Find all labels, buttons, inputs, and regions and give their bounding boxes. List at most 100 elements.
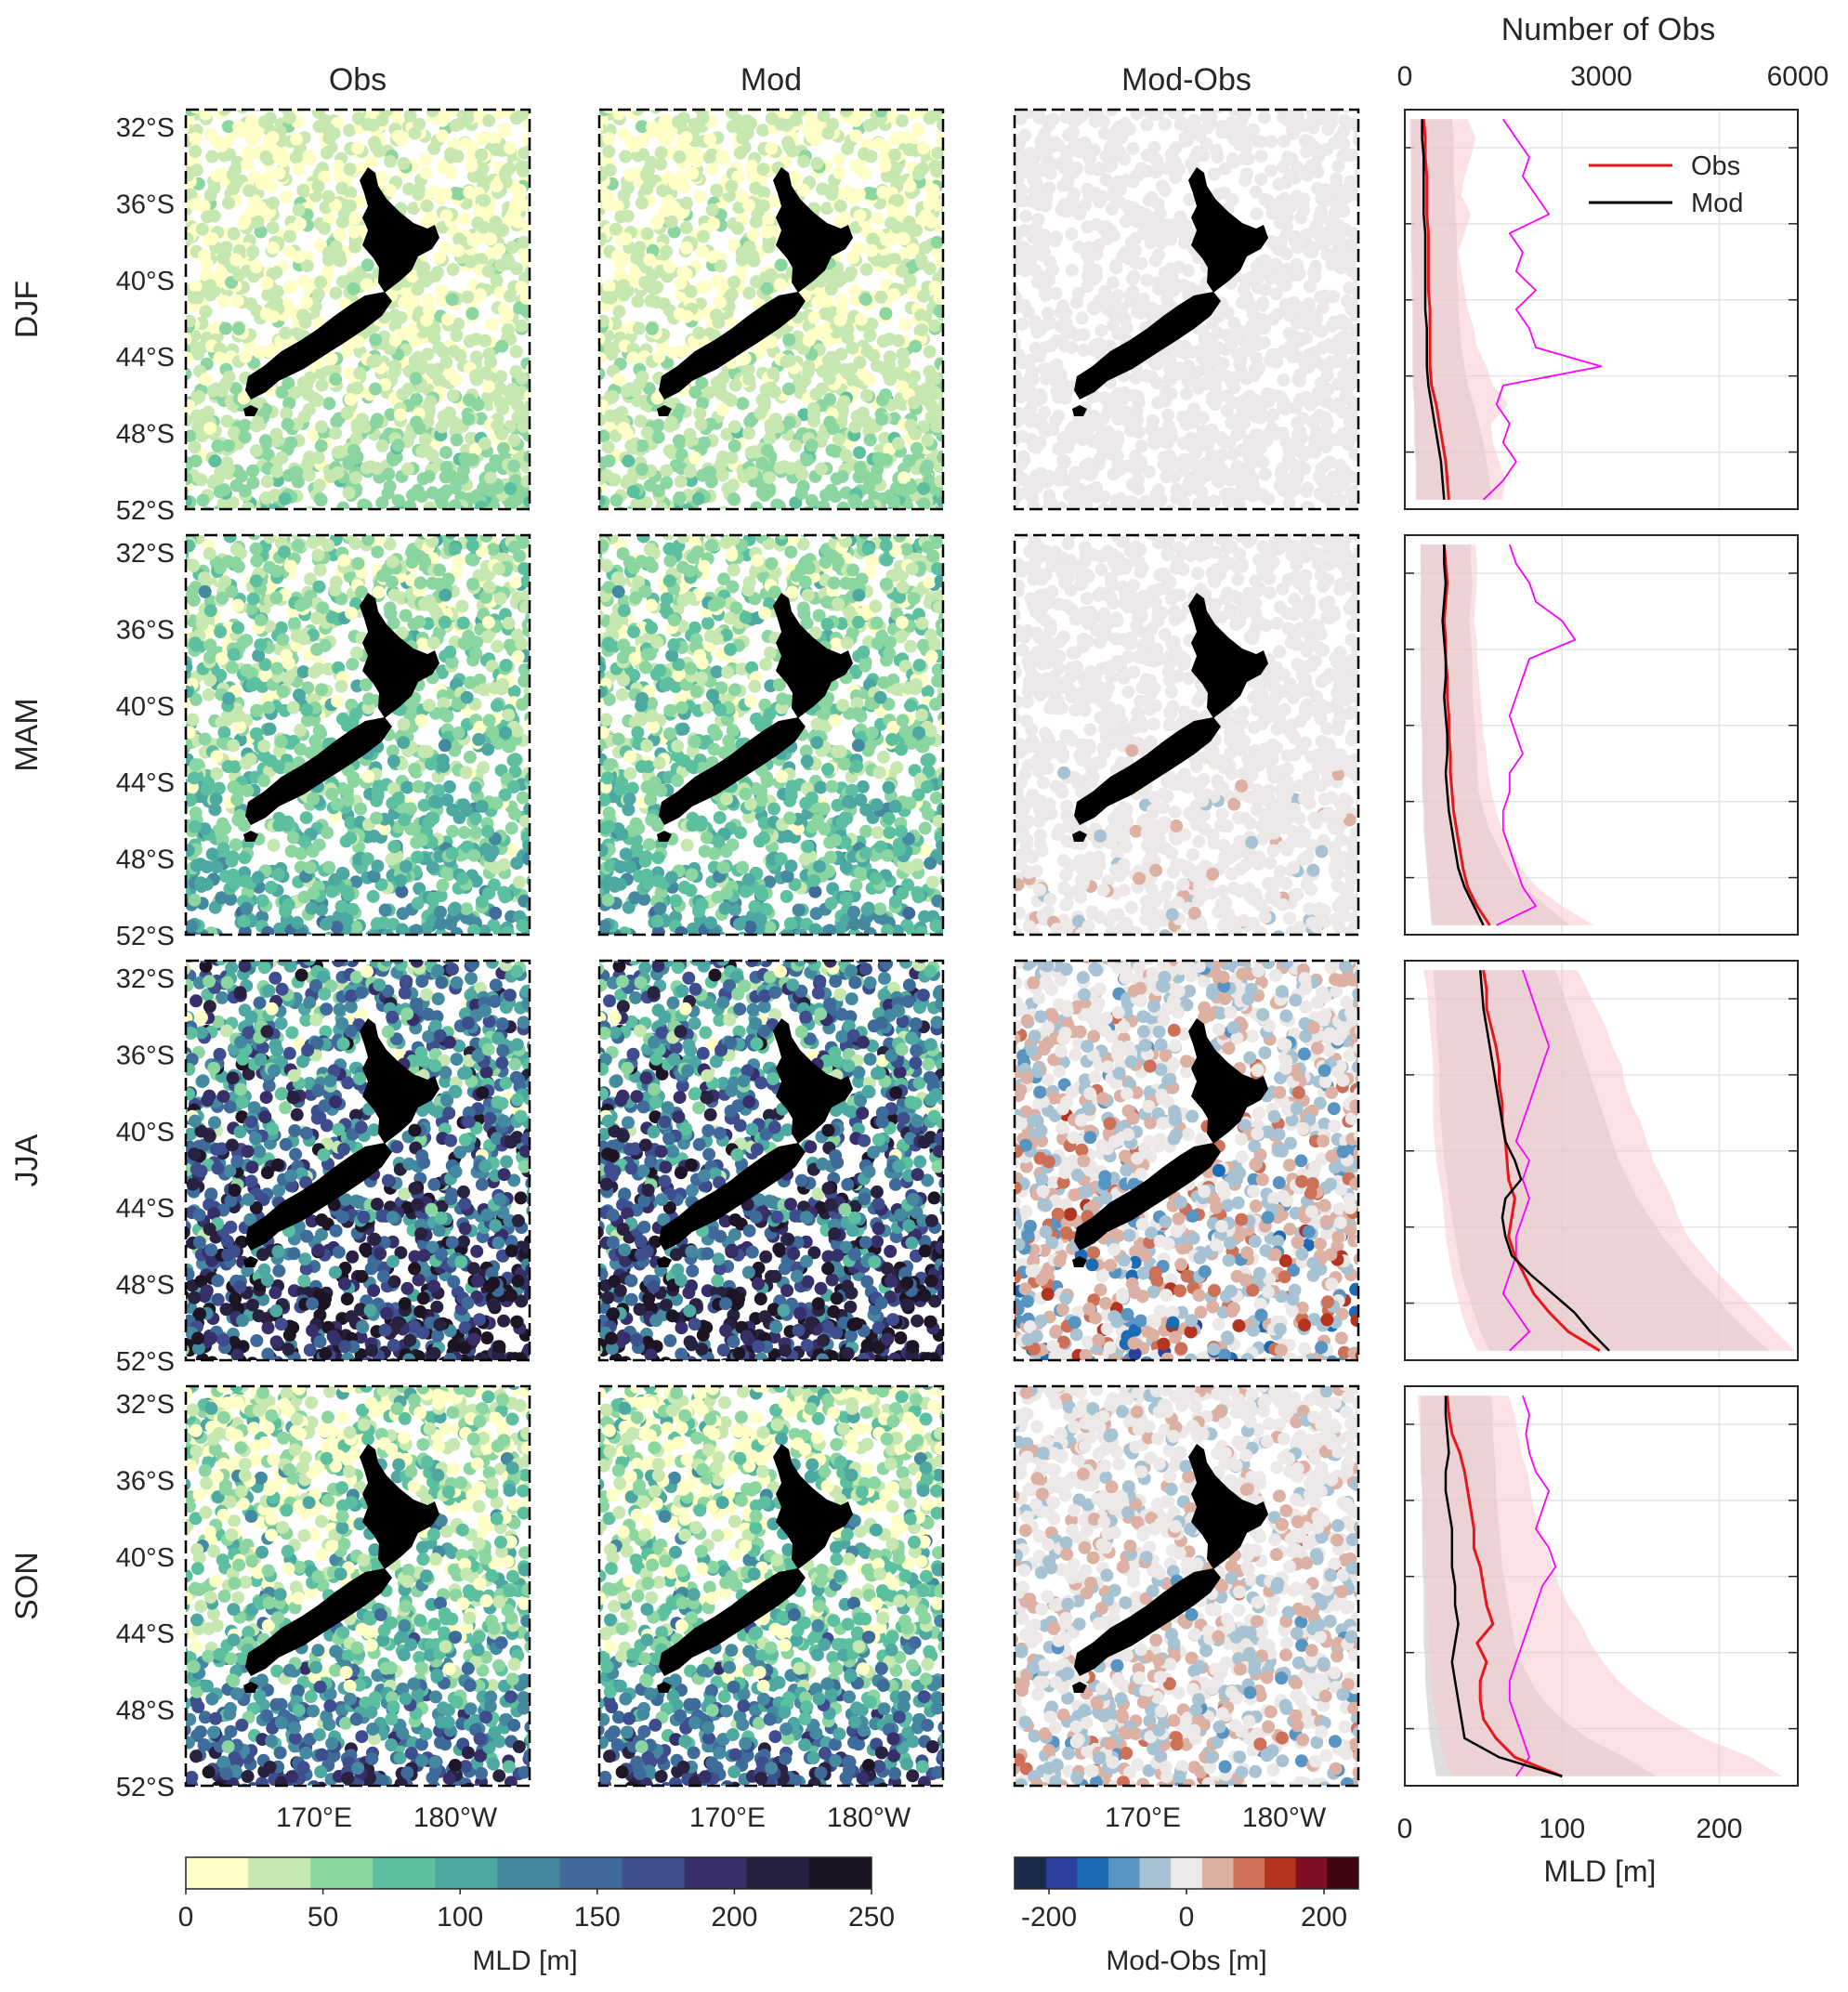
lat-tick-label: 48°S: [116, 1271, 175, 1301]
south-island: [1074, 1143, 1221, 1251]
south-island: [245, 717, 392, 825]
legend-label: Mod: [1691, 189, 1743, 218]
lat-tick-label: 36°S: [116, 615, 175, 645]
south-island: [659, 1568, 806, 1676]
colorbar-swatch: [1171, 1857, 1203, 1889]
profile-panel-mam: [1404, 534, 1799, 936]
lon-tick-label: 180°W: [413, 1802, 498, 1833]
map-frame: [1013, 959, 1360, 1362]
mld-colorbar: 0 50 100 150 200 250: [178, 1856, 895, 1933]
colorbar-tick-label: 200: [1301, 1902, 1347, 1933]
north-island: [360, 1018, 439, 1144]
profile-panels: Obs Mod: [1404, 109, 1799, 1787]
lat-tick-label: 36°S: [116, 1041, 175, 1070]
lat-tick-label: 40°S: [116, 267, 175, 296]
colorbar-tick-label: 100: [437, 1902, 483, 1933]
obs-spread-band: [1409, 119, 1509, 500]
colorbar-swatch: [1265, 1857, 1297, 1889]
colorbar-swatch: [373, 1857, 436, 1889]
map-djf-mod-obs: [1013, 108, 1360, 511]
north-island: [773, 167, 853, 293]
top-tick-label: 3000: [1570, 61, 1632, 92]
mod-mld-line: [1478, 970, 1610, 1352]
lat-tick-label: 48°S: [116, 845, 175, 875]
north-island: [360, 1444, 439, 1569]
row-label-son: SON: [9, 1552, 45, 1620]
stewart-island: [1072, 1682, 1087, 1693]
colorbar-tick-label: 50: [308, 1902, 338, 1933]
north-island: [1188, 1444, 1268, 1569]
profile-panel-jja: [1404, 960, 1799, 1361]
map-frame: [184, 108, 531, 511]
colorbar-swatch: [1107, 1857, 1141, 1889]
colorbar-tick-label: 150: [574, 1902, 621, 1933]
bottom-axis-ticks: 0 100 200: [1397, 1814, 1743, 1844]
bottom-tick-label: 100: [1539, 1814, 1585, 1844]
colorbar-swatch: [1015, 1857, 1047, 1889]
lat-tick-label: 40°S: [116, 692, 175, 722]
obs-count-line: [1501, 969, 1550, 1352]
mod-mld-line: [1444, 1396, 1563, 1777]
colorbar-tick-label: -200: [1021, 1902, 1077, 1933]
lon-tick-label: 170°E: [689, 1802, 766, 1833]
colorbar-swatch: [1077, 1857, 1109, 1889]
obs-spread-band: [1417, 1396, 1783, 1776]
colorbar-swatch: [808, 1857, 872, 1889]
mld-colorbar-label: MLD [m]: [472, 1946, 577, 1976]
lon-tick-label: 180°W: [827, 1802, 911, 1833]
lat-tick-label: 40°S: [116, 1118, 175, 1147]
map-frame: [1013, 108, 1360, 511]
south-island: [1074, 292, 1221, 400]
obs-count-line: [1482, 118, 1603, 501]
north-island: [360, 167, 439, 293]
row-label-mam: MAM: [9, 698, 45, 771]
colorbar-swatch: [746, 1857, 810, 1889]
north-island: [773, 1018, 853, 1144]
north-island: [1188, 167, 1268, 293]
colorbar-swatch: [1045, 1857, 1078, 1889]
map-jja-mod-obs: [1013, 959, 1360, 1362]
map-djf-obs: [184, 108, 531, 511]
stewart-island: [243, 831, 258, 842]
lat-tick-label: 36°S: [116, 1466, 175, 1496]
top-axis-ticks: 0 3000 6000: [1397, 61, 1829, 92]
top-axis-title: Number of Obs: [1501, 12, 1716, 47]
lat-tick-label: 52°S: [116, 1773, 175, 1802]
lat-tick-label: 52°S: [116, 1347, 175, 1377]
south-island: [1074, 717, 1221, 825]
column-title-obs: Obs: [329, 62, 387, 98]
stewart-island: [657, 831, 672, 842]
lon-tick-label: 180°W: [1242, 1802, 1327, 1833]
stewart-island: [243, 405, 258, 416]
colorbar-swatch: [186, 1857, 249, 1889]
legend: Obs Mod: [1589, 151, 1743, 218]
map-mam-obs: [184, 533, 531, 937]
top-tick-label: 0: [1397, 61, 1413, 92]
south-island: [659, 1143, 806, 1251]
colorbar-tick-label: 0: [1179, 1902, 1195, 1933]
lat-tick-label: 52°S: [116, 496, 175, 526]
bottom-tick-label: 200: [1696, 1814, 1742, 1844]
lon-tick-label: 170°E: [276, 1802, 352, 1833]
geo-tick-labels: 32°S 36°S 40°S 44°S 48°S 52°S 32°S 36°S 40°S 44°S…: [116, 113, 1327, 1833]
colorbar-swatch: [1139, 1857, 1172, 1889]
lat-tick-label: 36°S: [116, 190, 175, 219]
stewart-island: [1072, 831, 1087, 842]
colorbar-swatch: [1233, 1857, 1265, 1889]
map-frame: [1013, 533, 1360, 937]
map-son-obs: [184, 1384, 531, 1788]
bottom-axis-title: MLD [m]: [1544, 1854, 1657, 1888]
colorbar-swatch: [497, 1857, 561, 1889]
north-island: [773, 593, 853, 718]
map-frame: [184, 959, 531, 1362]
obs-mld-line: [1442, 544, 1491, 926]
lat-tick-label: 44°S: [116, 768, 175, 798]
map-frame: [597, 959, 945, 1362]
colorbar-swatch: [684, 1857, 748, 1889]
colorbar-swatch: [1327, 1857, 1359, 1889]
mod-mld-line: [1441, 544, 1485, 926]
obs-mld-line: [1482, 969, 1601, 1353]
colorbar-swatch: [622, 1857, 686, 1889]
map-djf-mod: [597, 108, 945, 511]
colorbar-tick-label: 0: [178, 1902, 194, 1933]
